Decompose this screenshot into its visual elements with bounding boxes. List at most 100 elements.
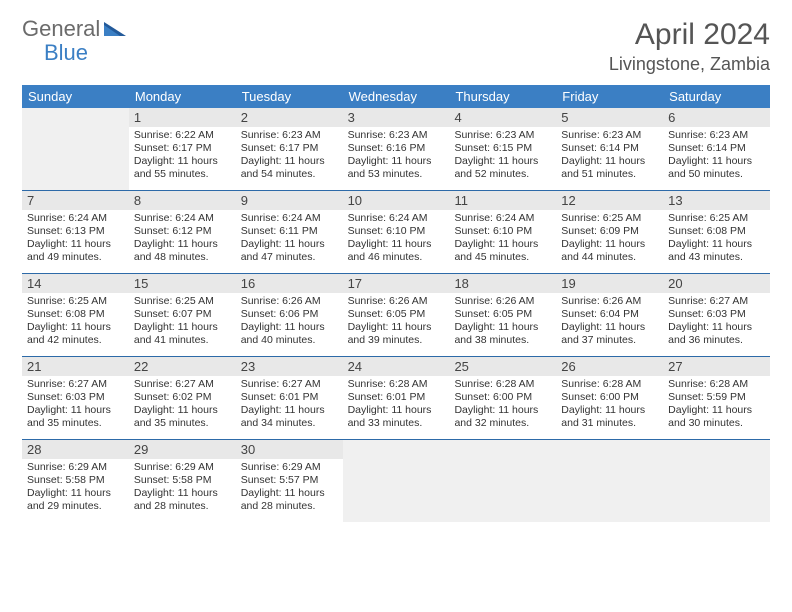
logo-triangle-icon [104,22,126,36]
page-header: General Blue April 2024 Livingstone, Zam… [22,18,770,75]
logo-text-gray: General [22,18,100,40]
daylight-text: and 38 minutes. [454,334,551,347]
day-cell: 25Sunrise: 6:28 AMSunset: 6:00 PMDayligh… [449,357,556,439]
weeks-container: 1Sunrise: 6:22 AMSunset: 6:17 PMDaylight… [22,108,770,522]
day-cell: 3Sunrise: 6:23 AMSunset: 6:16 PMDaylight… [343,108,450,190]
sunset-text: Sunset: 6:15 PM [454,142,551,155]
day-cell: 13Sunrise: 6:25 AMSunset: 6:08 PMDayligh… [663,191,770,273]
week-row: 7Sunrise: 6:24 AMSunset: 6:13 PMDaylight… [22,190,770,273]
day-cell: 7Sunrise: 6:24 AMSunset: 6:13 PMDaylight… [22,191,129,273]
daylight-text: Daylight: 11 hours [241,238,338,251]
daylight-text: Daylight: 11 hours [454,321,551,334]
sunset-text: Sunset: 6:13 PM [27,225,124,238]
location-label: Livingstone, Zambia [609,54,770,75]
sunset-text: Sunset: 6:05 PM [454,308,551,321]
day-number: 20 [663,274,770,293]
daylight-text: and 47 minutes. [241,251,338,264]
sunset-text: Sunset: 6:10 PM [454,225,551,238]
day-cell: 22Sunrise: 6:27 AMSunset: 6:02 PMDayligh… [129,357,236,439]
day-cell: 29Sunrise: 6:29 AMSunset: 5:58 PMDayligh… [129,440,236,522]
sunset-text: Sunset: 6:01 PM [348,391,445,404]
dow-header: Monday [129,85,236,108]
daylight-text: and 41 minutes. [134,334,231,347]
day-number: 5 [556,108,663,127]
sunset-text: Sunset: 6:17 PM [134,142,231,155]
sunset-text: Sunset: 6:03 PM [668,308,765,321]
day-number: 19 [556,274,663,293]
day-number: 24 [343,357,450,376]
calendar-grid: SundayMondayTuesdayWednesdayThursdayFrid… [22,85,770,522]
day-number: 3 [343,108,450,127]
sunrise-text: Sunrise: 6:29 AM [27,461,124,474]
day-number: 10 [343,191,450,210]
sunrise-text: Sunrise: 6:24 AM [134,212,231,225]
day-number: 29 [129,440,236,459]
daylight-text: and 55 minutes. [134,168,231,181]
sunset-text: Sunset: 6:06 PM [241,308,338,321]
day-number: 23 [236,357,343,376]
day-number: 21 [22,357,129,376]
day-cell: 23Sunrise: 6:27 AMSunset: 6:01 PMDayligh… [236,357,343,439]
day-cell: 30Sunrise: 6:29 AMSunset: 5:57 PMDayligh… [236,440,343,522]
daylight-text: Daylight: 11 hours [348,238,445,251]
daylight-text: Daylight: 11 hours [134,404,231,417]
daylight-text: Daylight: 11 hours [561,238,658,251]
daylight-text: and 35 minutes. [134,417,231,430]
daylight-text: and 51 minutes. [561,168,658,181]
daylight-text: and 30 minutes. [668,417,765,430]
dow-header: Saturday [663,85,770,108]
daylight-text: Daylight: 11 hours [668,321,765,334]
sunrise-text: Sunrise: 6:26 AM [454,295,551,308]
daylight-text: and 39 minutes. [348,334,445,347]
day-number: 22 [129,357,236,376]
day-cell [663,440,770,522]
sunrise-text: Sunrise: 6:23 AM [241,129,338,142]
dow-header-row: SundayMondayTuesdayWednesdayThursdayFrid… [22,85,770,108]
daylight-text: and 52 minutes. [454,168,551,181]
day-cell: 1Sunrise: 6:22 AMSunset: 6:17 PMDaylight… [129,108,236,190]
day-cell: 18Sunrise: 6:26 AMSunset: 6:05 PMDayligh… [449,274,556,356]
sunrise-text: Sunrise: 6:23 AM [561,129,658,142]
dow-header: Tuesday [236,85,343,108]
day-cell: 15Sunrise: 6:25 AMSunset: 6:07 PMDayligh… [129,274,236,356]
daylight-text: Daylight: 11 hours [668,155,765,168]
daylight-text: and 28 minutes. [241,500,338,513]
daylight-text: Daylight: 11 hours [241,321,338,334]
day-cell: 21Sunrise: 6:27 AMSunset: 6:03 PMDayligh… [22,357,129,439]
daylight-text: and 50 minutes. [668,168,765,181]
day-cell: 28Sunrise: 6:29 AMSunset: 5:58 PMDayligh… [22,440,129,522]
day-number: 9 [236,191,343,210]
daylight-text: Daylight: 11 hours [561,404,658,417]
sunset-text: Sunset: 5:59 PM [668,391,765,404]
sunrise-text: Sunrise: 6:28 AM [561,378,658,391]
day-cell: 2Sunrise: 6:23 AMSunset: 6:17 PMDaylight… [236,108,343,190]
day-number: 12 [556,191,663,210]
sunset-text: Sunset: 6:10 PM [348,225,445,238]
day-cell: 9Sunrise: 6:24 AMSunset: 6:11 PMDaylight… [236,191,343,273]
daylight-text: Daylight: 11 hours [668,238,765,251]
daylight-text: Daylight: 11 hours [348,321,445,334]
daylight-text: and 44 minutes. [561,251,658,264]
sunset-text: Sunset: 6:16 PM [348,142,445,155]
sunset-text: Sunset: 6:04 PM [561,308,658,321]
sunrise-text: Sunrise: 6:28 AM [454,378,551,391]
sunrise-text: Sunrise: 6:27 AM [241,378,338,391]
day-number: 15 [129,274,236,293]
daylight-text: and 54 minutes. [241,168,338,181]
day-cell: 17Sunrise: 6:26 AMSunset: 6:05 PMDayligh… [343,274,450,356]
daylight-text: Daylight: 11 hours [134,321,231,334]
sunset-text: Sunset: 5:57 PM [241,474,338,487]
sunrise-text: Sunrise: 6:27 AM [27,378,124,391]
day-cell: 26Sunrise: 6:28 AMSunset: 6:00 PMDayligh… [556,357,663,439]
daylight-text: Daylight: 11 hours [27,321,124,334]
daylight-text: Daylight: 11 hours [668,404,765,417]
dow-header: Thursday [449,85,556,108]
daylight-text: Daylight: 11 hours [27,404,124,417]
daylight-text: and 45 minutes. [454,251,551,264]
day-number: 11 [449,191,556,210]
daylight-text: Daylight: 11 hours [134,487,231,500]
daylight-text: Daylight: 11 hours [348,404,445,417]
sunrise-text: Sunrise: 6:24 AM [241,212,338,225]
week-row: 28Sunrise: 6:29 AMSunset: 5:58 PMDayligh… [22,439,770,522]
daylight-text: and 28 minutes. [134,500,231,513]
